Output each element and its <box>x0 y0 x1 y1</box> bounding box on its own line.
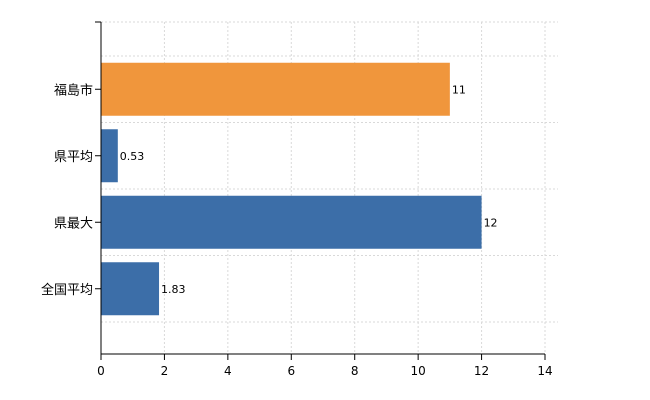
x-tick-label-2: 4 <box>224 364 232 378</box>
bars <box>101 62 482 316</box>
x-tick-label-5: 10 <box>411 364 426 378</box>
bar-1 <box>101 129 118 183</box>
x-tick-label-0: 0 <box>97 364 105 378</box>
data-label-2: 12 <box>484 216 498 229</box>
x-tick-label-7: 14 <box>537 364 552 378</box>
category-label-2: 県最大 <box>54 216 93 231</box>
data-label-3: 1.83 <box>161 283 186 296</box>
category-label-3: 全国平均 <box>41 282 93 298</box>
x-tick-label-3: 6 <box>287 364 295 378</box>
axes <box>95 21 546 360</box>
data-label-0: 11 <box>452 83 466 96</box>
x-tick-label-1: 2 <box>161 364 169 378</box>
grid-lines <box>101 21 558 354</box>
labels: 11 福島市 0.53 県平均 12 県最大 1.83 全国平均 0 2 4 6 8 10 12 14 <box>41 82 553 378</box>
x-tick-label-4: 8 <box>351 364 359 378</box>
bar-0 <box>101 62 450 116</box>
data-label-1: 0.53 <box>120 150 144 163</box>
bar-2 <box>101 195 482 249</box>
x-tick-label-6: 12 <box>474 364 489 378</box>
category-label-0: 福島市 <box>54 82 93 98</box>
category-label-1: 県平均 <box>54 150 93 165</box>
bar-3 <box>101 262 160 316</box>
